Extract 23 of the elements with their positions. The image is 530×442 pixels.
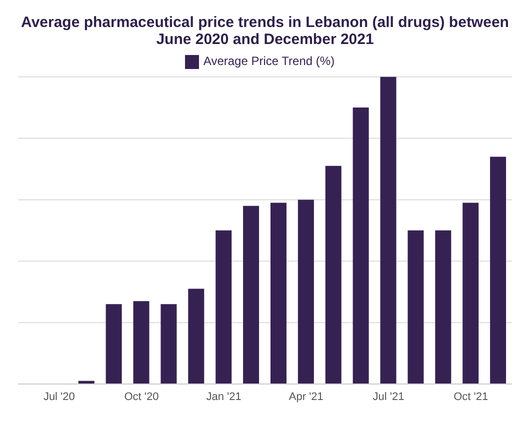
bar — [380, 76, 396, 384]
bar — [216, 230, 232, 384]
x-tick-label: Jul '21 — [372, 390, 404, 403]
x-tick-label: Apr '21 — [288, 390, 324, 403]
bar — [160, 304, 177, 384]
bar — [490, 156, 506, 384]
bar — [106, 304, 122, 384]
bar — [270, 202, 286, 384]
x-tick-label: Oct '21 — [454, 390, 488, 403]
x-tick-label: Oct '20 — [124, 390, 159, 403]
bar — [435, 230, 452, 384]
bar — [243, 206, 260, 384]
x-tick-label: Jan '21 — [206, 390, 242, 403]
bar — [325, 166, 342, 384]
bar — [352, 108, 369, 384]
chart-title: Average pharmaceutical price trends in Lebanon (all drugs) between June 2020 and December 2021 — [20, 13, 510, 48]
bar — [298, 200, 314, 384]
x-tick-label: Jul '20 — [43, 390, 75, 403]
legend-label: Average Price Trend (%) — [203, 54, 335, 68]
bar — [188, 288, 204, 384]
bar — [408, 230, 424, 384]
bar — [133, 301, 150, 384]
bar — [462, 202, 479, 384]
